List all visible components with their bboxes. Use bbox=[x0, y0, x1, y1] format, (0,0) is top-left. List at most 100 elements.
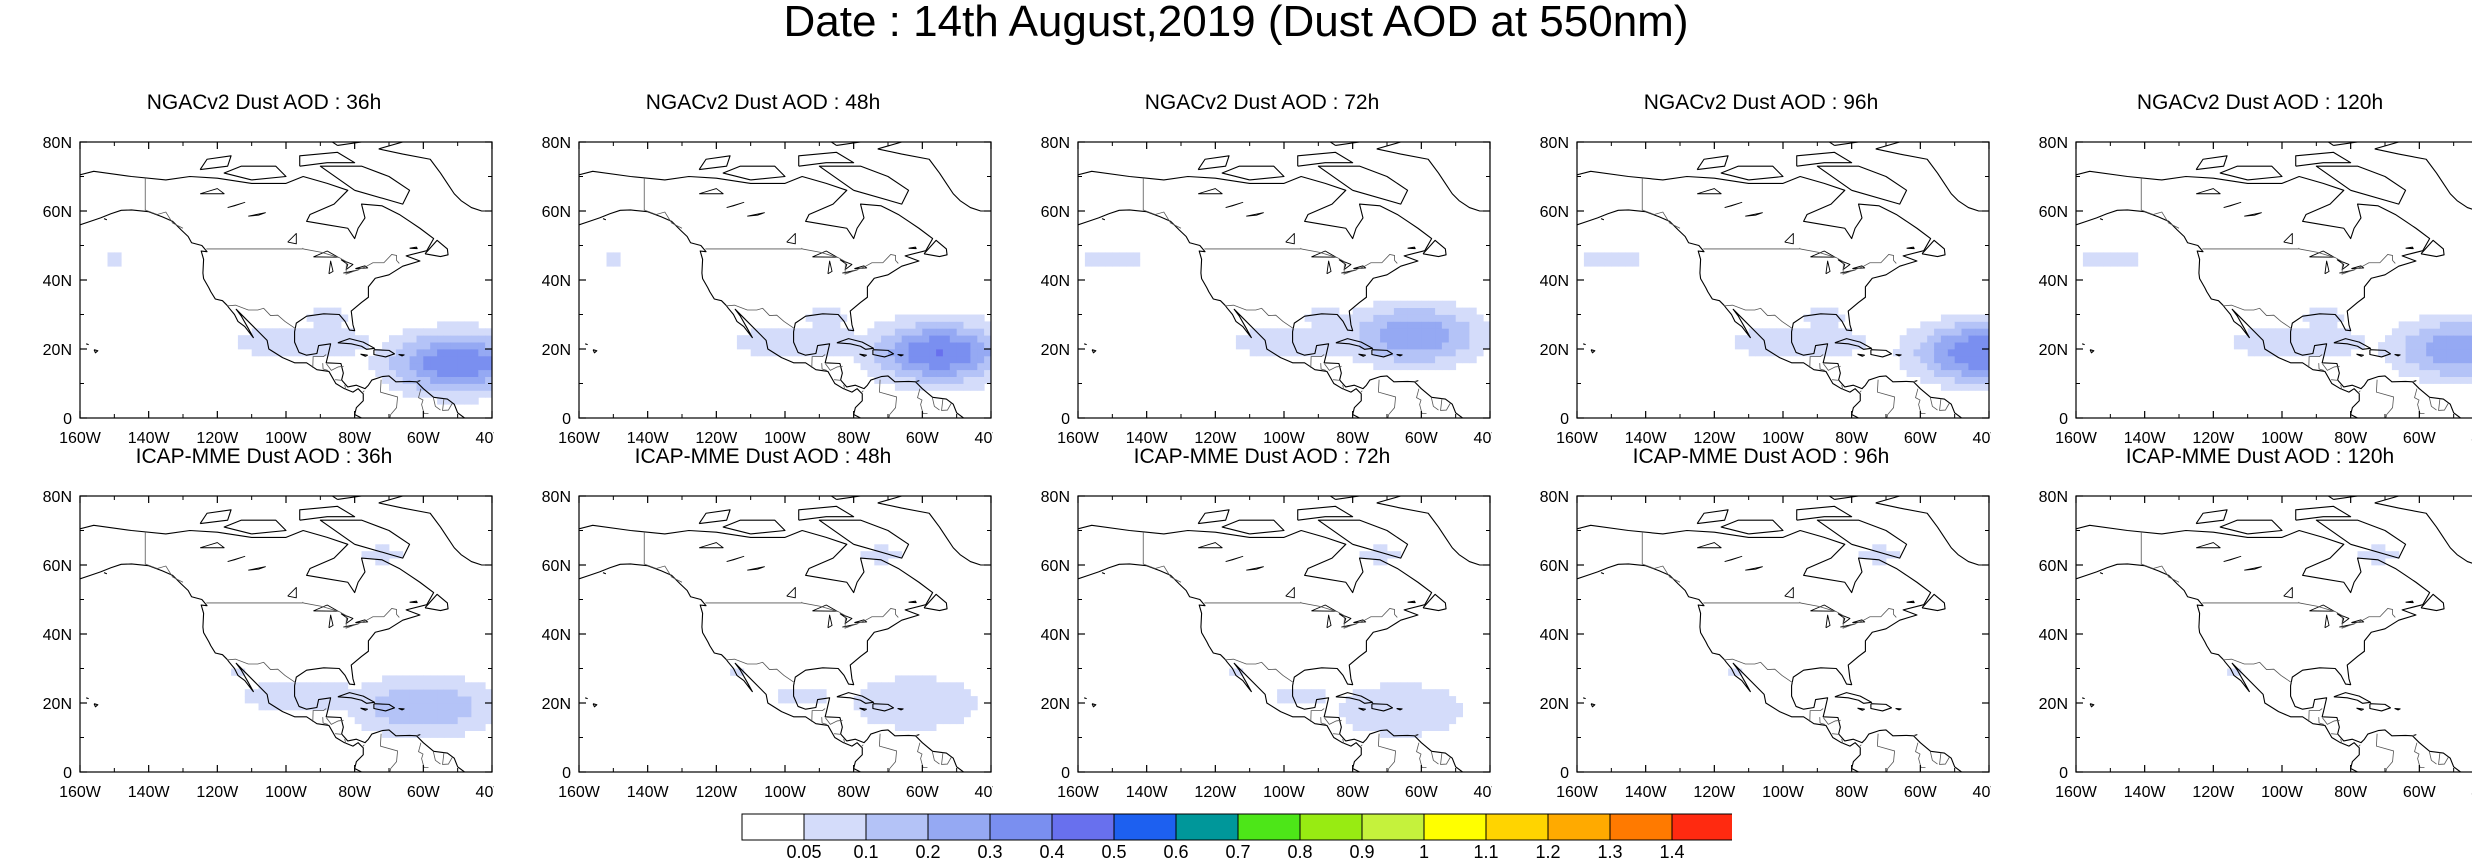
lat-tick-label: 80N bbox=[2039, 135, 2068, 152]
political-borders bbox=[1143, 532, 1450, 776]
lon-tick-label: 140W bbox=[627, 430, 670, 446]
lon-tick-label: 60W bbox=[407, 784, 441, 800]
lat-tick-label: 40N bbox=[2039, 273, 2068, 290]
colorbar-label: 0.7 bbox=[1225, 842, 1250, 862]
lon-tick-label: 80W bbox=[338, 784, 372, 800]
lon-tick-label: 120W bbox=[2192, 784, 2235, 800]
lon-tick-label: 60W bbox=[2403, 430, 2437, 446]
lon-tick-label: 140W bbox=[128, 430, 171, 446]
political-borders bbox=[2141, 178, 2448, 422]
lat-tick-label: 60N bbox=[542, 558, 571, 575]
lat-tick-label: 60N bbox=[1540, 204, 1569, 221]
lat-tick-label: 20N bbox=[43, 696, 72, 713]
dust-aod-map: 80N60N40N20N0160W140W120W100W80W60W40W bbox=[1032, 116, 1492, 446]
lat-tick-label: 80N bbox=[1540, 135, 1569, 152]
dust-aod-map: 80N60N40N20N0160W140W120W100W80W60W40W bbox=[1531, 470, 1991, 800]
lon-tick-label: 80W bbox=[1336, 430, 1370, 446]
lat-tick-label: 20N bbox=[2039, 696, 2068, 713]
lat-tick-label: 60N bbox=[1041, 558, 1070, 575]
lon-tick-label: 140W bbox=[1126, 430, 1169, 446]
colorbar-swatch bbox=[742, 814, 804, 840]
lat-tick-label: 0 bbox=[1061, 765, 1070, 782]
dust-aod-map: 80N60N40N20N0160W140W120W100W80W60W40W bbox=[2030, 116, 2472, 446]
lat-tick-label: 0 bbox=[1560, 765, 1569, 782]
lon-tick-label: 120W bbox=[196, 430, 239, 446]
lon-tick-label: 120W bbox=[2192, 430, 2235, 446]
panel-title: ICAP-MME Dust AOD : 72h bbox=[1032, 446, 1492, 468]
lat-tick-label: 20N bbox=[43, 342, 72, 359]
lat-tick-label: 0 bbox=[562, 411, 571, 428]
lat-tick-label: 80N bbox=[2039, 489, 2068, 506]
lon-tick-label: 40W bbox=[975, 430, 993, 446]
panel-title: NGACv2 Dust AOD : 36h bbox=[34, 92, 494, 114]
lon-tick-label: 60W bbox=[1405, 430, 1439, 446]
dust-aod-map: 80N60N40N20N0160W140W120W100W80W60W40W bbox=[2030, 470, 2472, 800]
lat-tick-label: 0 bbox=[2059, 411, 2068, 428]
colorbar-label: 0.8 bbox=[1287, 842, 1312, 862]
colorbar-swatch bbox=[1052, 814, 1114, 840]
lat-tick-label: 40N bbox=[1540, 273, 1569, 290]
lon-tick-label: 60W bbox=[1904, 430, 1938, 446]
lat-tick-label: 20N bbox=[542, 342, 571, 359]
main-title: Date : 14th August,2019 (Dust AOD at 550… bbox=[0, 0, 2472, 62]
lon-tick-label: 160W bbox=[1556, 430, 1599, 446]
lon-tick-label: 60W bbox=[1405, 784, 1439, 800]
lon-tick-label: 140W bbox=[1625, 430, 1668, 446]
lon-tick-label: 80W bbox=[1835, 784, 1869, 800]
colorbar-swatch bbox=[1486, 814, 1548, 840]
lon-tick-label: 40W bbox=[1973, 784, 1991, 800]
political-borders bbox=[644, 532, 951, 776]
lon-tick-label: 40W bbox=[975, 784, 993, 800]
dust-aod-map: 80N60N40N20N0160W140W120W100W80W60W40W bbox=[1531, 116, 1991, 446]
lat-tick-label: 60N bbox=[2039, 558, 2068, 575]
colorbar-label: 0.2 bbox=[915, 842, 940, 862]
lat-tick-label: 40N bbox=[43, 273, 72, 290]
lat-tick-label: 20N bbox=[1540, 342, 1569, 359]
colorbar-label: 0.3 bbox=[977, 842, 1002, 862]
lon-tick-label: 120W bbox=[695, 784, 738, 800]
colorbar-swatch bbox=[1114, 814, 1176, 840]
lon-tick-label: 80W bbox=[837, 784, 871, 800]
panel-title: ICAP-MME Dust AOD : 48h bbox=[533, 446, 993, 468]
dust-shading bbox=[607, 252, 992, 390]
colorbar-swatch bbox=[1238, 814, 1300, 840]
lon-tick-label: 80W bbox=[1835, 430, 1869, 446]
lat-tick-label: 0 bbox=[63, 765, 72, 782]
political-borders bbox=[145, 532, 452, 776]
lat-tick-label: 0 bbox=[1560, 411, 1569, 428]
lon-tick-label: 80W bbox=[1336, 784, 1370, 800]
dust-shading bbox=[1584, 252, 1990, 390]
lon-tick-label: 120W bbox=[1194, 784, 1237, 800]
lon-tick-label: 160W bbox=[1556, 784, 1599, 800]
colorbar-label: 0.5 bbox=[1101, 842, 1126, 862]
lon-tick-label: 100W bbox=[764, 784, 807, 800]
dust-shading bbox=[1728, 544, 1900, 676]
lon-tick-label: 140W bbox=[128, 784, 171, 800]
dust-shading bbox=[108, 252, 493, 404]
lat-tick-label: 20N bbox=[2039, 342, 2068, 359]
lon-tick-label: 160W bbox=[1057, 784, 1100, 800]
colorbar-swatch bbox=[1672, 814, 1732, 840]
lon-tick-label: 60W bbox=[906, 784, 940, 800]
colorbar-swatch bbox=[804, 814, 866, 840]
lat-tick-label: 40N bbox=[43, 627, 72, 644]
panel-title: NGACv2 Dust AOD : 48h bbox=[533, 92, 993, 114]
lon-tick-label: 120W bbox=[1693, 430, 1736, 446]
lat-tick-label: 20N bbox=[542, 696, 571, 713]
lat-tick-label: 60N bbox=[1041, 204, 1070, 221]
lon-tick-label: 160W bbox=[2055, 784, 2098, 800]
lat-tick-label: 60N bbox=[43, 558, 72, 575]
lat-tick-label: 40N bbox=[1041, 273, 1070, 290]
lat-tick-label: 80N bbox=[1540, 489, 1569, 506]
colorbar-label: 0.9 bbox=[1349, 842, 1374, 862]
coastlines bbox=[1051, 135, 1490, 418]
lon-tick-label: 80W bbox=[2334, 430, 2368, 446]
lon-tick-label: 120W bbox=[695, 430, 738, 446]
colorbar-swatch bbox=[1548, 814, 1610, 840]
lat-tick-label: 80N bbox=[43, 489, 72, 506]
